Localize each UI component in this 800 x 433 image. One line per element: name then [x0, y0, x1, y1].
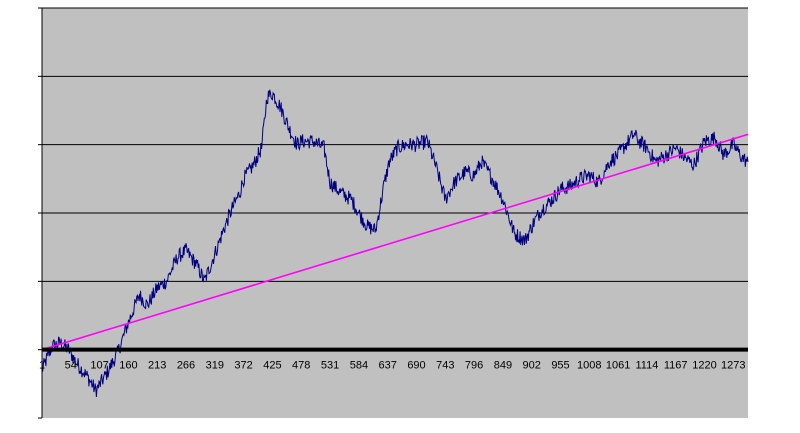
x-tick-label: 955	[551, 360, 569, 372]
x-tick-label: 1114	[635, 360, 658, 372]
x-tick-label: 849	[494, 360, 512, 372]
x-tick-label: 1061	[606, 360, 630, 372]
x-tick-label: 478	[292, 360, 310, 372]
x-tick-label: 319	[206, 360, 224, 372]
x-tick-label: 902	[523, 360, 541, 372]
x-tick-label: 107	[90, 360, 108, 372]
gridlines	[42, 7, 748, 282]
x-tick-label: 213	[148, 360, 166, 372]
series-line	[41, 89, 749, 398]
x-tick-labels: 1 54 107 160 213 266 319 372 425 478 531 584 637 690 7…	[39, 360, 746, 372]
x-tick-label: 584	[350, 360, 368, 372]
trend-line	[41, 133, 749, 351]
series-layer	[41, 89, 749, 398]
x-tick-label: 1167	[664, 360, 688, 372]
x-tick-label: 1	[39, 360, 45, 372]
x-tick-label: 425	[263, 360, 281, 372]
x-tick-label: 796	[465, 360, 483, 372]
x-tick-label: 743	[436, 360, 454, 372]
x-tick-label: 637	[379, 360, 397, 372]
x-tick-label: 1273	[721, 360, 745, 372]
x-tick-label: 54	[65, 360, 77, 372]
x-tick-label: 266	[177, 360, 195, 372]
x-tick-label: 1220	[692, 360, 716, 372]
x-tick-label: 372	[234, 360, 252, 372]
x-tick-label: 531	[321, 360, 339, 372]
x-tick-label: 690	[407, 360, 425, 372]
x-tick-label: 160	[119, 360, 137, 372]
x-tick-label: 1008	[577, 360, 601, 372]
y-axis	[38, 7, 43, 419]
